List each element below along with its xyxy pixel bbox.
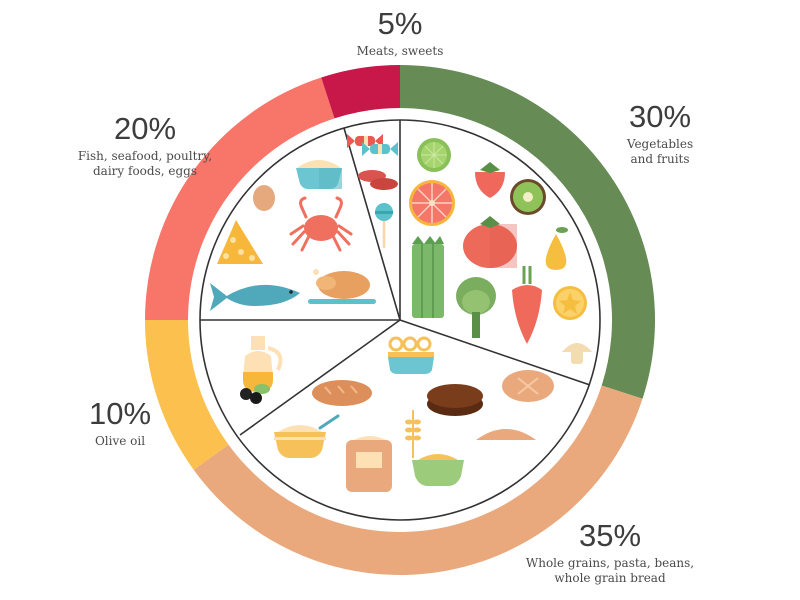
percent-grains: 35% xyxy=(578,518,642,553)
porridge-bowl-icon xyxy=(274,414,340,458)
olives-icon xyxy=(240,384,270,404)
asparagus-icon xyxy=(412,236,444,318)
desc-veg-line2: and fruits xyxy=(630,152,690,166)
crab-icon xyxy=(289,196,353,252)
percent-fish: 20% xyxy=(113,111,177,146)
ring-segment-olive-oil xyxy=(145,320,229,470)
lollipop-icon xyxy=(375,203,393,248)
fish-icon xyxy=(210,283,300,311)
label-olive-oil: 10% Olive oil xyxy=(60,397,180,449)
donut-ring xyxy=(145,65,656,576)
wheat-icon xyxy=(405,410,421,458)
lime-icon xyxy=(417,138,451,172)
artichoke-icon xyxy=(456,277,496,338)
desc-meats: Meats, sweets xyxy=(356,44,444,58)
olive-oil-jug-icon xyxy=(243,336,283,392)
carrot-icon xyxy=(512,266,542,344)
flour-bag-icon xyxy=(346,436,392,492)
sausage-icon xyxy=(358,170,398,190)
noodle-bowl-icon xyxy=(388,336,434,374)
grapefruit-icon xyxy=(409,180,455,226)
label-grains: 35% Whole grains, pasta, beans, whole gr… xyxy=(510,519,710,586)
desc-grains-line2: whole grain bread xyxy=(554,571,666,585)
pear-icon xyxy=(545,227,568,270)
croissant-icon xyxy=(476,429,536,440)
label-fish-dairy: 20% Fish, seafood, poultry, dairy foods,… xyxy=(50,112,240,179)
percent-meats: 5% xyxy=(377,6,423,41)
egg-icon xyxy=(253,185,275,211)
orange-slice-icon xyxy=(553,286,587,320)
ring-segment-grains xyxy=(193,385,643,576)
ring-segment-fish-dairy xyxy=(145,77,335,320)
desc-grains-line1: Whole grains, pasta, beans, xyxy=(525,556,695,570)
percent-oil: 10% xyxy=(88,396,152,431)
cheese-icon xyxy=(217,220,263,264)
candy-icon xyxy=(347,134,398,156)
roast-chicken-icon xyxy=(308,269,376,304)
label-meats-sweets: 5% Meats, sweets xyxy=(300,7,500,59)
ring-segment-meats-sweets xyxy=(321,65,400,119)
strawberry-icon xyxy=(475,162,505,198)
milk-bowl-icon xyxy=(296,160,342,189)
desc-fish-line2: dairy foods, eggs xyxy=(93,164,197,178)
desc-fish-line1: Fish, seafood, poultry, xyxy=(77,149,213,163)
percent-veg: 30% xyxy=(628,99,692,134)
baguette-icon xyxy=(312,380,372,406)
mushroom-icon xyxy=(562,343,592,364)
kiwi-icon xyxy=(510,179,546,215)
ring-segment-vegetables xyxy=(400,65,656,399)
tomato-icon xyxy=(463,216,517,268)
round-bread-icon xyxy=(502,370,554,402)
desc-oil: Olive oil xyxy=(94,434,146,448)
grain-bowl-icon xyxy=(412,454,464,486)
plate-dividers xyxy=(200,120,591,436)
label-vegetables: 30% Vegetables and fruits xyxy=(600,100,720,167)
rye-bread-icon xyxy=(427,384,483,416)
desc-veg-line1: Vegetables xyxy=(626,137,694,151)
